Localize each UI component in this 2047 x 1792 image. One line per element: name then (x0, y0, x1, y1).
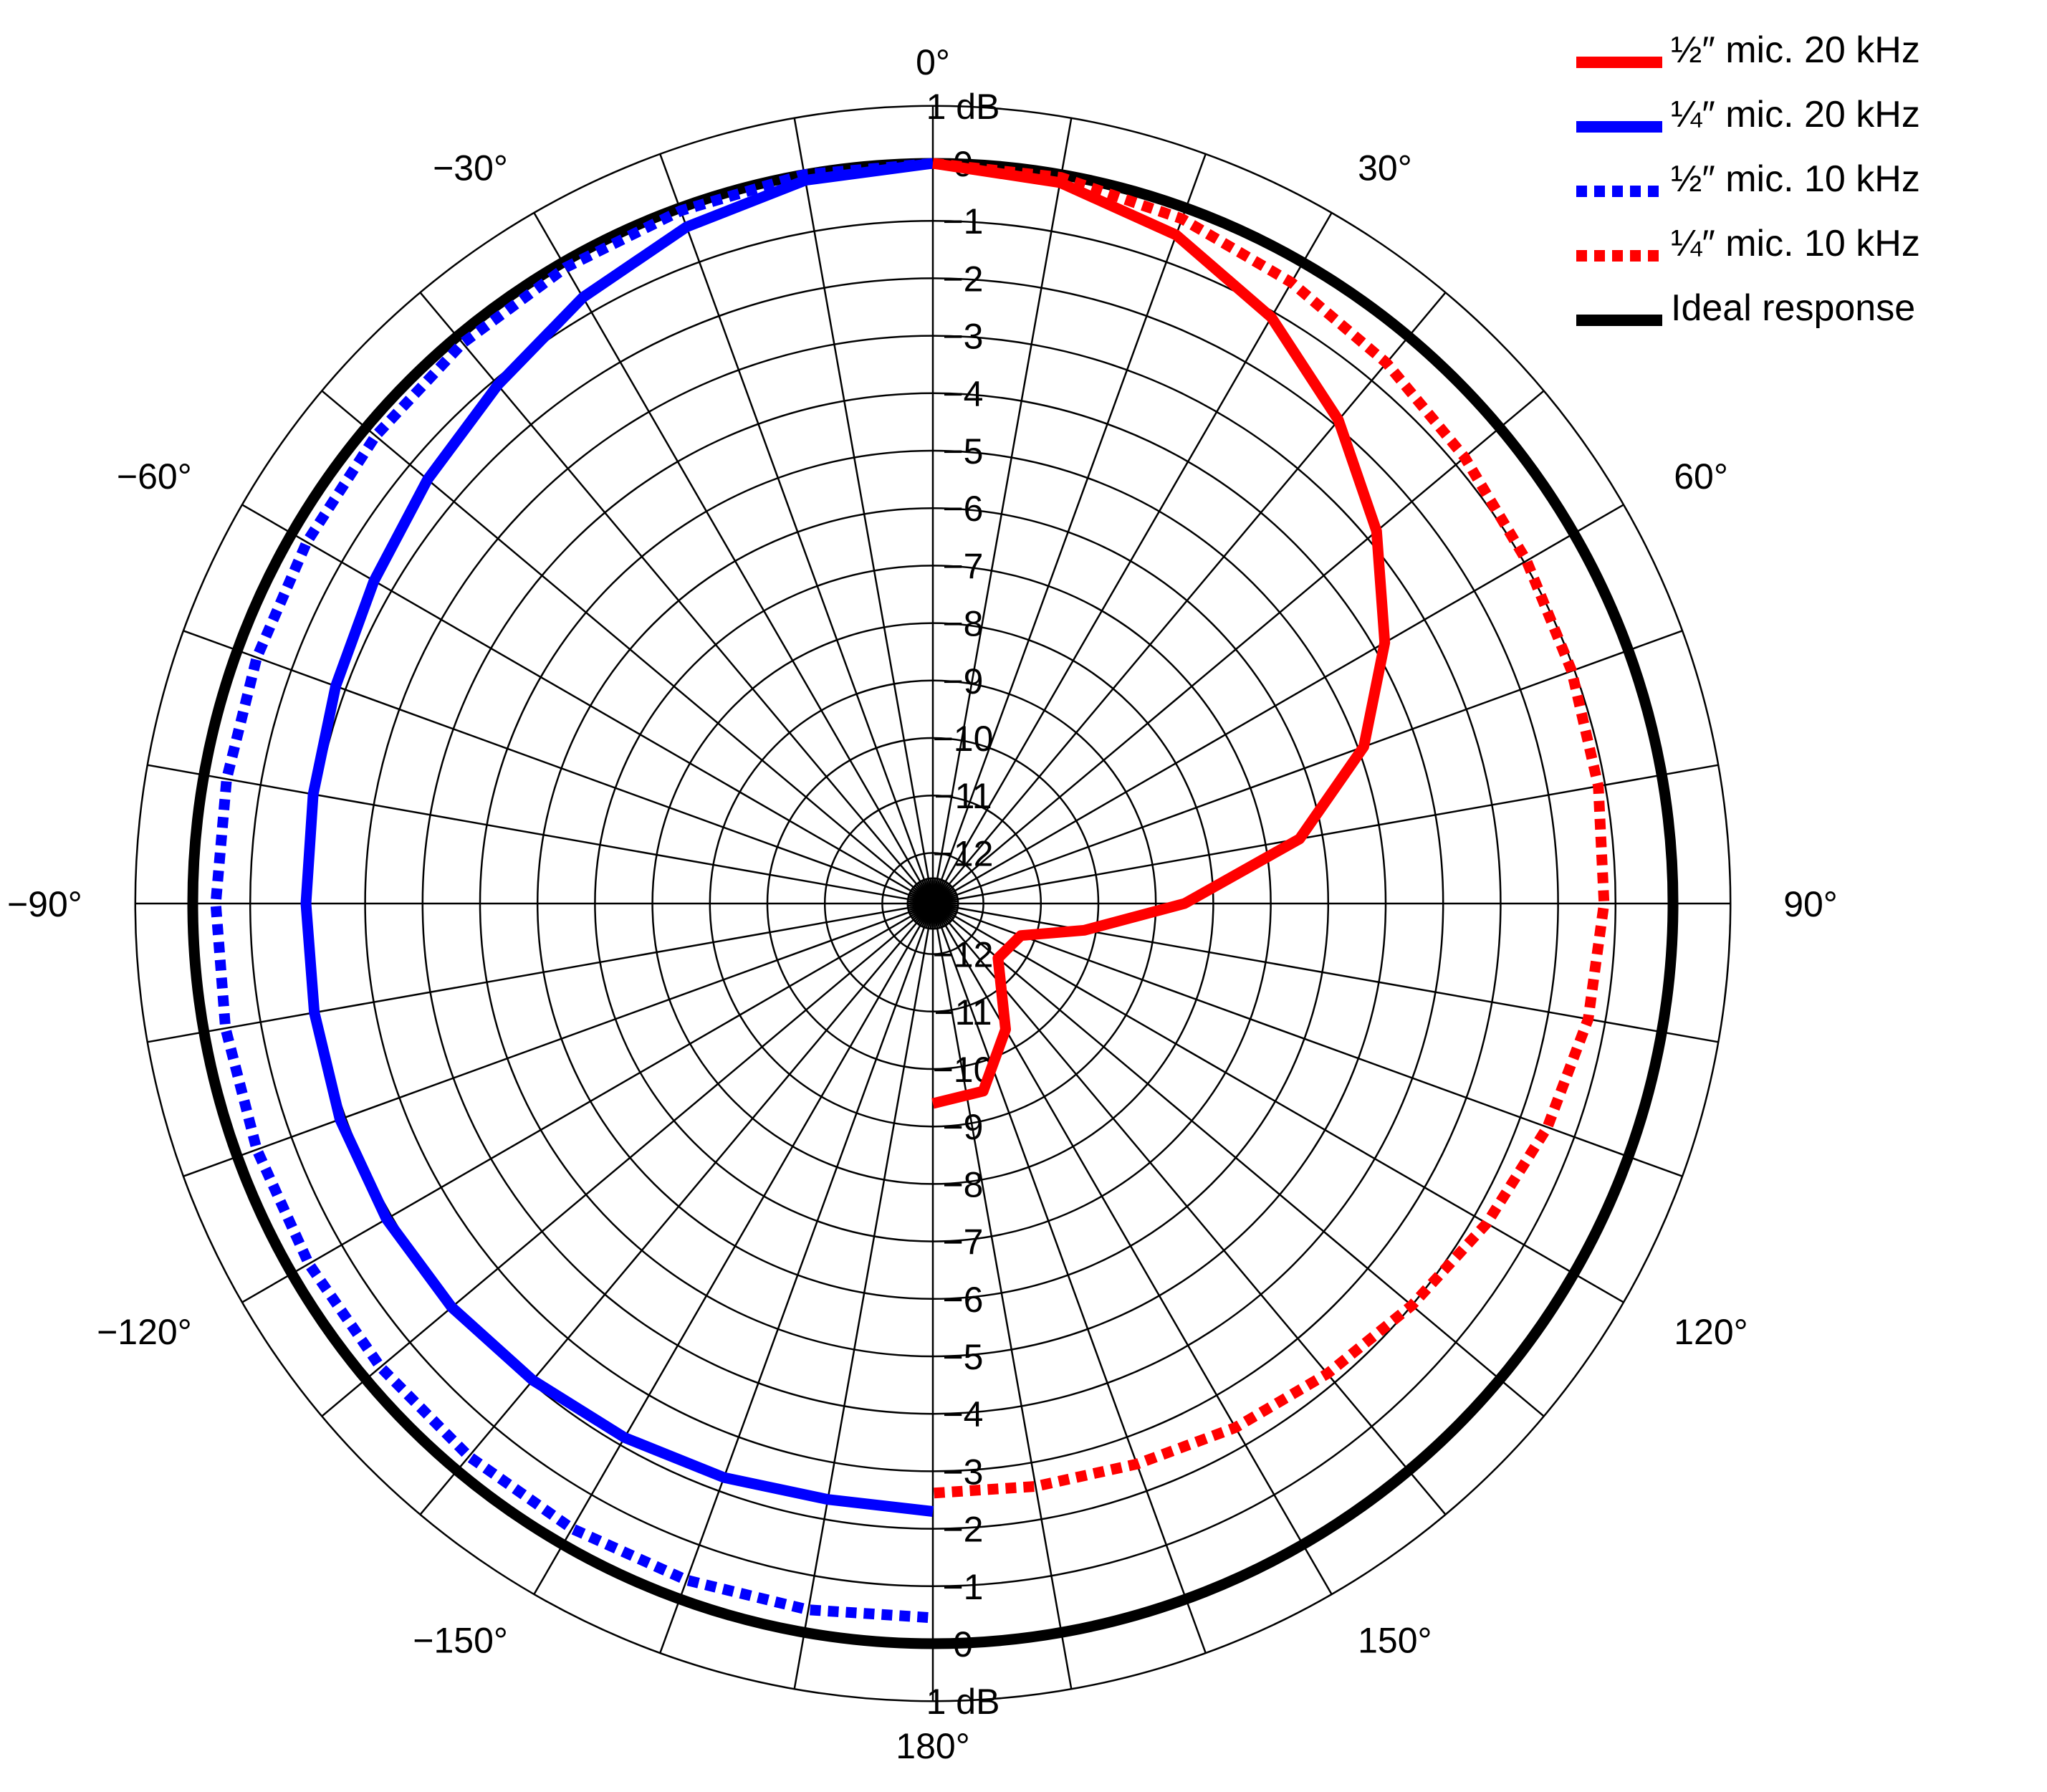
angle-label: 90° (1783, 884, 1838, 924)
angle-labels: 0° 30° 60° 90° 120° 150° 180° −150° −120° −90° −60… (7, 42, 1838, 1766)
radial-scale-label-top: −2 (942, 259, 983, 299)
radial-scale-label-top: 1 dB (926, 87, 1000, 127)
grid-spoke (183, 902, 934, 1177)
grid-spoke (419, 292, 934, 904)
grid-spoke (931, 903, 1073, 1690)
grid-spoke (183, 630, 934, 905)
radial-scale-label-top: −10 (933, 719, 994, 759)
polar-grid (134, 105, 1732, 1702)
legend-label: Ideal response (1671, 287, 1915, 329)
angle-label: −150° (413, 1620, 508, 1660)
radial-scale-label-bottom: −11 (934, 992, 992, 1032)
grid-spoke (793, 118, 934, 904)
grid-spoke (932, 504, 1624, 905)
grid-spoke (932, 903, 1447, 1515)
grid-spoke (241, 902, 934, 1303)
radial-scale-label-top: −7 (942, 546, 983, 586)
angle-label: 180° (896, 1726, 969, 1766)
angle-label: 0° (916, 42, 950, 82)
radial-scale-label-bottom: −7 (942, 1222, 983, 1262)
angle-label: 30° (1358, 148, 1412, 188)
legend-label: ¼″ mic. 10 kHz (1671, 223, 1920, 264)
grid-spoke (659, 903, 934, 1654)
radial-scale-label-bottom: −6 (942, 1280, 983, 1320)
radial-scale-label-top: −8 (942, 604, 983, 644)
angle-label: −120° (97, 1312, 192, 1352)
series-line-1 (300, 158, 934, 1517)
grid-spoke (932, 630, 1683, 905)
grid-spoke (659, 153, 934, 904)
radial-scale-label-bottom: −4 (942, 1394, 983, 1434)
angle-label: 150° (1358, 1620, 1432, 1660)
series-line-2 (210, 158, 934, 1624)
grid-spoke (241, 504, 934, 905)
angle-label: −90° (7, 884, 82, 924)
grid-spoke (932, 902, 1719, 1043)
radial-scale-label-top: −4 (942, 374, 983, 414)
radial-scale-label-top: −3 (942, 317, 983, 357)
grid-spoke (931, 153, 1207, 904)
grid-spoke (932, 902, 1624, 1303)
grid-spoke (931, 118, 1073, 904)
grid-spoke (931, 903, 1207, 1654)
radial-scale-label-top: −6 (942, 489, 983, 529)
grid-spoke (321, 390, 934, 904)
radial-scale-labels: 1 dB0−1−2−3−4−5−6−7−8−9−10−11−121 dB0−1−… (926, 87, 1000, 1722)
grid-spoke (932, 902, 1683, 1177)
series-line-0 (931, 158, 1391, 1109)
legend-label: ¼″ mic. 20 kHz (1671, 94, 1920, 135)
grid-spoke (147, 764, 934, 905)
radial-scale-label-bottom: −5 (942, 1337, 983, 1377)
grid-spoke (932, 903, 1545, 1417)
radial-scale-label-bottom: −2 (942, 1510, 983, 1550)
angle-label: 60° (1674, 456, 1728, 497)
grid-spoke (533, 212, 934, 904)
grid-spoke (147, 902, 934, 1043)
response-curves (187, 158, 1679, 1649)
series-line-3 (932, 158, 1610, 1499)
radial-scale-label-bottom: −9 (942, 1107, 983, 1147)
radial-scale-label-top: −9 (942, 661, 983, 701)
grid-spoke (932, 390, 1545, 904)
grid-spoke-hub (929, 878, 934, 904)
angle-label: −30° (433, 148, 508, 188)
angle-label: 120° (1674, 1312, 1748, 1352)
radial-scale-label-bottom: −12 (933, 935, 994, 975)
radial-scale-label-top: −5 (942, 431, 983, 471)
grid-spoke (793, 903, 934, 1690)
legend-label: ½″ mic. 10 kHz (1671, 158, 1920, 200)
radial-scale-label-top: −12 (933, 833, 994, 873)
grid-spoke (932, 292, 1447, 904)
radial-scale-label-bottom: −1 (942, 1567, 983, 1607)
radial-scale-label-top: −1 (942, 201, 983, 241)
grid-spoke (419, 903, 934, 1515)
radial-scale-label-top: −11 (934, 776, 992, 816)
legend-label: ½″ mic. 20 kHz (1671, 29, 1920, 71)
radial-scale-label-bottom: 1 dB (926, 1682, 1000, 1722)
grid-spoke (931, 212, 1333, 904)
angle-label: −60° (117, 456, 192, 497)
grid-spoke (533, 903, 934, 1595)
legend: ½″ mic. 20 kHz ¼″ mic. 20 kHz ½″ mic. 10 k… (1576, 29, 1920, 329)
grid-spoke (321, 903, 934, 1417)
grid-spoke (932, 764, 1719, 905)
radial-scale-label-bottom: −8 (942, 1164, 983, 1204)
